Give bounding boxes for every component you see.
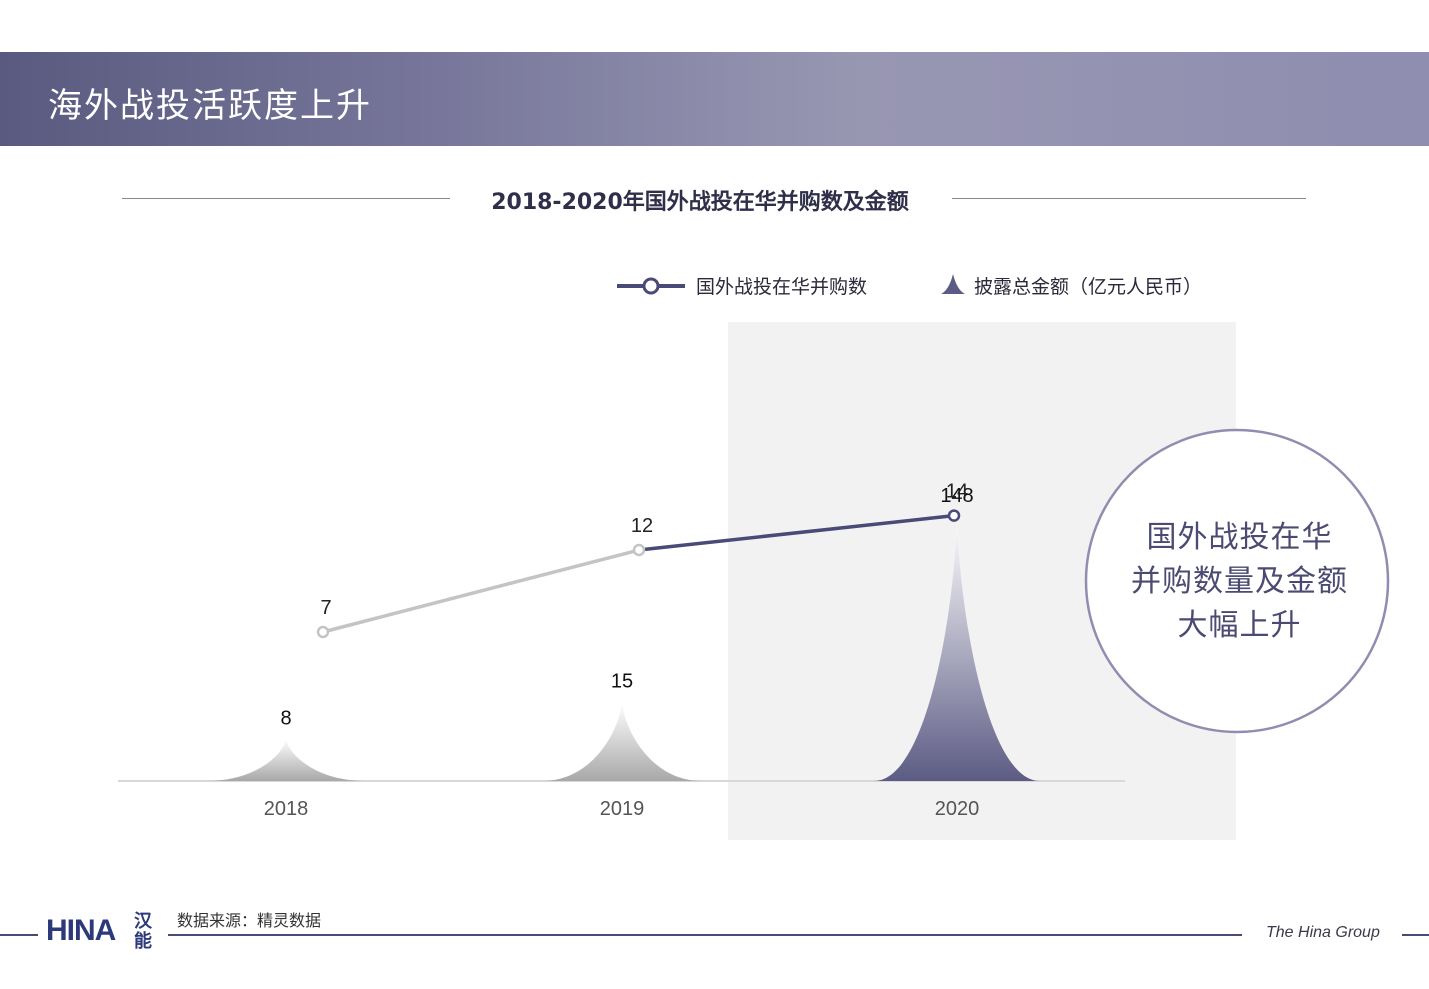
line-label-2019: 12 [631,515,653,537]
footer-rule-main [168,934,1242,936]
callout-circle [1084,428,1390,734]
callout-line-2: 并购数量及金额 [1131,564,1348,599]
x-tick-2019: 2019 [600,798,645,820]
peak-label-2020: 148 [940,485,973,507]
line-point-2019 [632,543,646,557]
peak-label-2018: 8 [280,708,291,730]
brand-name: The Hina Group [1266,924,1380,941]
logo-cn: 汉能 [134,911,152,952]
line-point-2020 [947,509,961,522]
line-label-2020: 14 [946,481,968,503]
data-source: 数据来源：精灵数据 [177,911,322,930]
legend-line-label: 国外战投在华并购数 [696,276,868,298]
legend-peak-symbol [941,274,965,294]
line-point-2018 [316,625,330,639]
callout-line-1: 国外战投在华 [1146,520,1333,555]
footer-rule-left [0,934,38,936]
chart-title: 2018-2020年国外战投在华并购数及金额 [491,190,909,215]
logo-text: HINA [46,914,116,947]
subtitle-rule-right [952,198,1306,199]
line-segment-2019-2020 [638,513,955,552]
legend-peak-label: 披露总金额（亿元人民币） [974,276,1203,298]
header-banner [0,52,1429,146]
peak-2020 [874,516,1040,781]
page-title: 海外战投活跃度上升 [48,86,372,126]
callout-line-3: 大幅上升 [1177,608,1302,643]
line-label-2018: 7 [320,597,331,619]
peak-label-2019: 15 [611,671,633,693]
legend-line-marker [642,277,660,295]
line-segment-2018-2019 [322,548,640,634]
peak-2018 [206,738,366,781]
x-tick-2018: 2018 [264,798,309,820]
x-tick-2020: 2020 [935,798,980,820]
subtitle-rule-left [122,198,450,199]
peak-2019 [542,701,702,781]
footer-rule-right [1402,934,1429,936]
